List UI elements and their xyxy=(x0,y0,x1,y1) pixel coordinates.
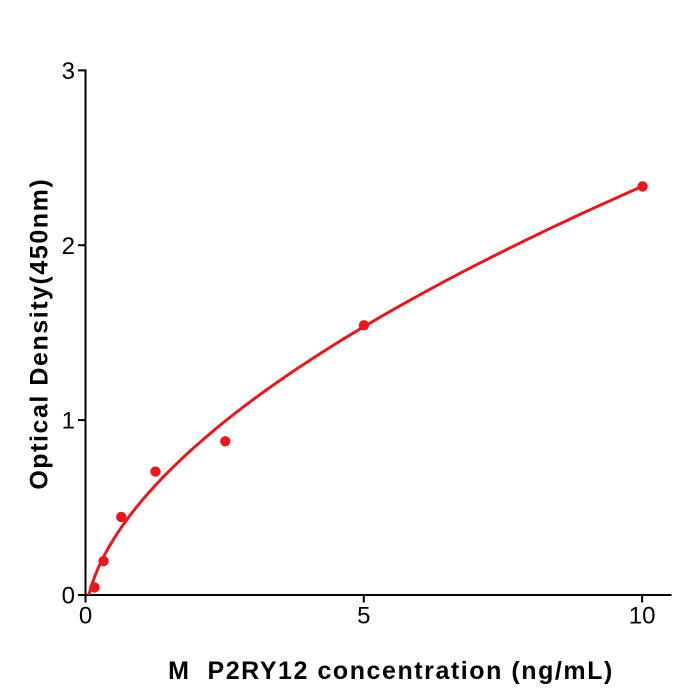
svg-text:0: 0 xyxy=(79,603,92,630)
svg-text:2: 2 xyxy=(62,233,75,260)
svg-text:0: 0 xyxy=(62,583,75,610)
svg-text:10: 10 xyxy=(629,603,656,630)
svg-text:M P2RY12 concentration (ng/mL: M P2RY12 concentration (ng/mL) xyxy=(168,657,614,685)
svg-text:1: 1 xyxy=(62,408,75,435)
svg-text:3: 3 xyxy=(62,58,75,85)
svg-text:5: 5 xyxy=(357,603,370,630)
svg-text:Optical Density(450nm): Optical Density(450nm) xyxy=(26,178,54,490)
